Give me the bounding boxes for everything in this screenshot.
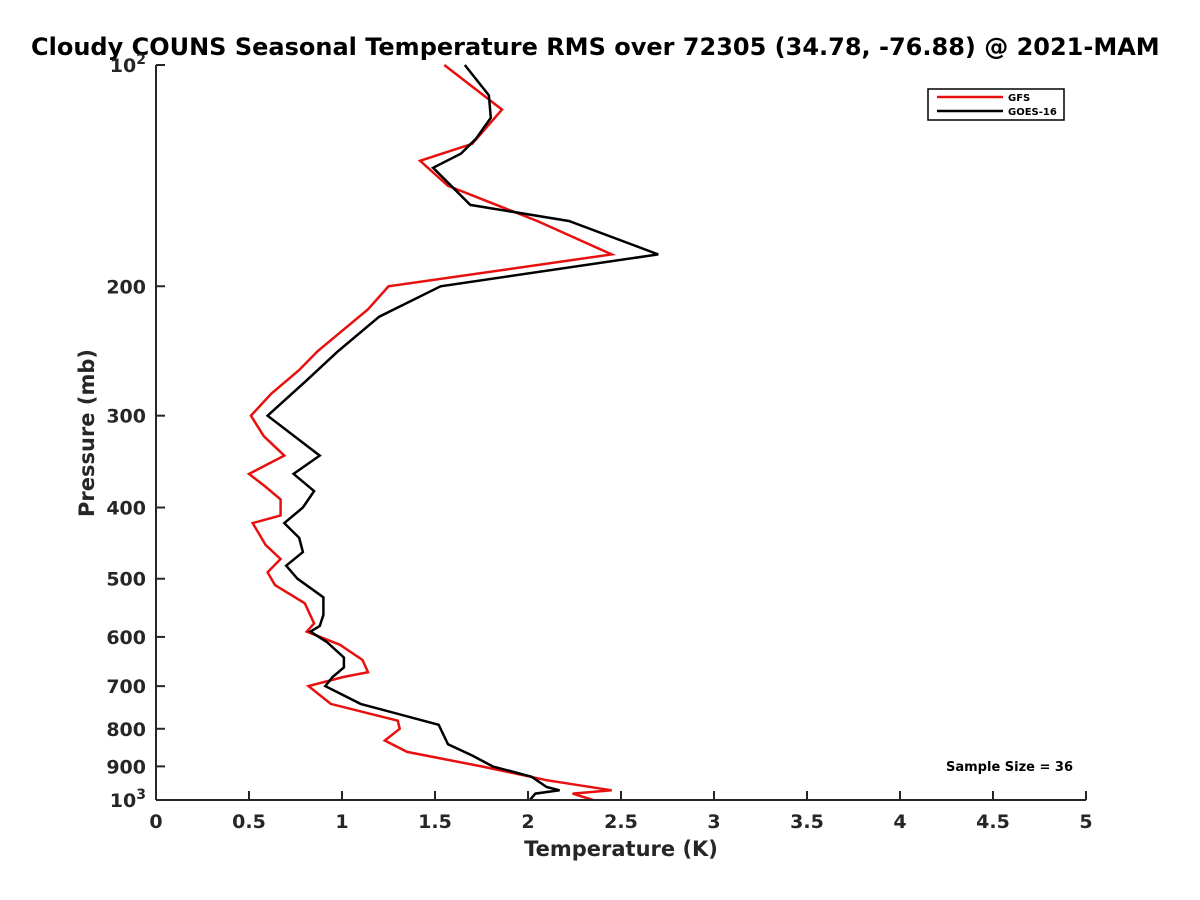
x-ticks: 0 0.5 1 1.5 2 2.5 3 3.5 4 4.5 5 [149, 791, 1093, 833]
x-tick-label: 5 [1079, 811, 1092, 833]
legend-label-gfs: GFS [1008, 93, 1030, 104]
plot-lines [246, 64, 659, 802]
x-tick-label: 0 [149, 811, 162, 833]
y-tick-label: 103 [110, 787, 146, 812]
y-tick-label: 700 [106, 676, 146, 698]
chart-title: Cloudy COUNS Seasonal Temperature RMS ov… [31, 33, 1160, 61]
x-tick-label: 3 [707, 811, 720, 833]
x-tick-label: 2.5 [604, 811, 638, 833]
series-line-goes-16 [265, 64, 659, 801]
y-tick-label: 300 [106, 406, 146, 428]
x-tick-label: 3.5 [790, 811, 824, 833]
y-tick-label: 600 [106, 627, 146, 649]
legend-box [927, 88, 1065, 121]
series-line-gfs [246, 64, 617, 802]
y-tick-label: 200 [106, 276, 146, 298]
y-ticks: 102 200 300 400 500 600 700 800 900 103 [106, 52, 165, 812]
y-tick-label: 102 [110, 52, 146, 77]
legend: GFS GOES-16 [927, 88, 1065, 121]
legend-label-goes-16: GOES-16 [1008, 107, 1057, 118]
x-tick-label: 0.5 [232, 811, 266, 833]
y-tick-label: 500 [106, 569, 146, 591]
x-tick-label: 4.5 [976, 811, 1010, 833]
x-tick-label: 1 [335, 811, 348, 833]
x-tick-label: 4 [893, 811, 906, 833]
axes [155, 65, 1086, 801]
x-axis-label: Temperature (K) [524, 837, 718, 861]
x-tick-label: 2 [521, 811, 534, 833]
y-tick-label: 900 [106, 756, 146, 778]
y-axis-label: Pressure (mb) [75, 349, 99, 517]
sample-size-annotation: Sample Size = 36 [946, 760, 1073, 775]
x-tick-label: 1.5 [418, 811, 452, 833]
y-tick-label: 800 [106, 719, 146, 741]
y-tick-label: 400 [106, 498, 146, 520]
